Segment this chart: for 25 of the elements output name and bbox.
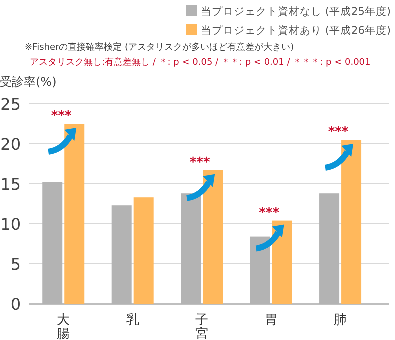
- y-axis-title: 受診率(%): [0, 75, 57, 89]
- bar: [272, 220, 292, 304]
- x-tick-label: 大腸: [57, 313, 70, 340]
- annotation: ***: [190, 155, 210, 170]
- bar: [203, 170, 224, 304]
- x-tick-label: 肺: [334, 313, 348, 328]
- x-tick-label: 胃: [264, 313, 278, 328]
- bar: [134, 198, 154, 304]
- y-tick-label: 25: [0, 95, 21, 114]
- x-tick-label: 乳: [126, 313, 140, 328]
- y-tick-label: 0: [10, 295, 21, 314]
- text: ※Fisherの直接確率検定 (アスタリスクが多いほど有意差が大きい): [25, 42, 294, 53]
- y-tick-label: 15: [0, 175, 21, 194]
- bar: [342, 140, 362, 304]
- annotation: ***: [328, 125, 349, 140]
- annotation: ***: [259, 206, 280, 221]
- annotation: ***: [51, 109, 72, 124]
- y-tick-label: 10: [0, 215, 21, 234]
- legend-label: 当プロジェクト資材なし (平成25年度): [201, 5, 391, 18]
- bar: [64, 124, 85, 304]
- y-tick-label: 5: [10, 255, 21, 274]
- y-tick-label: 20: [0, 135, 21, 154]
- text: アスタリスク無し:有意差無し / ＊: p < 0.05 / ＊＊: p < 0.01 / ＊＊＊: p < 0.001: [30, 57, 371, 68]
- legend-label: 当プロジェクト資材あり (平成26年度): [201, 24, 391, 37]
- x-tick-label: 子宮: [196, 313, 209, 340]
